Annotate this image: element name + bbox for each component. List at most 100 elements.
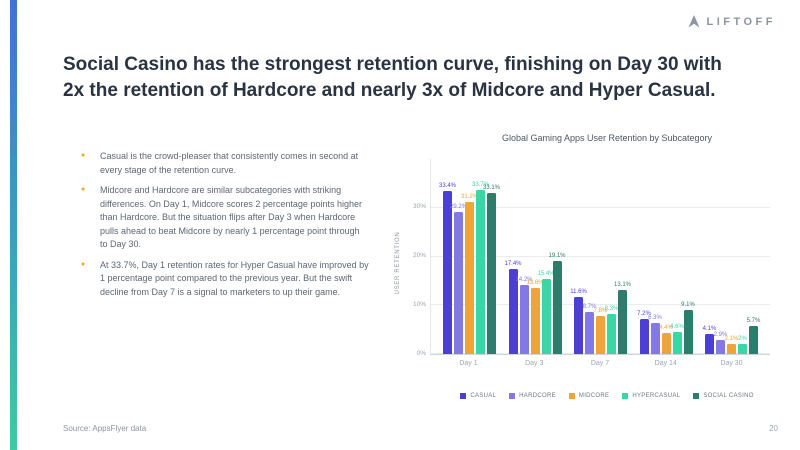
bar-social-casino	[618, 290, 627, 354]
plot-area: 33.4% 29.2% 31.2% 33.7% 33.1% 17.4% 14.2% 13.6%…	[413, 159, 770, 356]
bar-social-casino	[683, 309, 693, 354]
bar-column: 4.6%	[670, 159, 684, 354]
legend-item: HYPERCASUAL	[622, 393, 680, 399]
gridline	[431, 255, 770, 257]
liftoff-logo-icon	[688, 15, 700, 28]
y-tick-label: 20%	[412, 252, 426, 259]
bar-column: 14.2%	[516, 159, 533, 354]
bar-hypercasual	[607, 313, 616, 354]
bar-social-casino	[552, 260, 562, 354]
legend-label: HARDCORE	[519, 393, 556, 399]
bar-column: 29.2%	[450, 159, 467, 354]
bar-value-label: 33.7%	[472, 181, 490, 188]
bar-column: 2.1%	[724, 159, 739, 354]
bar-value-label: 15.4%	[537, 270, 555, 277]
bar-casual	[705, 334, 714, 354]
bar-group: 7.2% 6.3% 4.4% 4.6% 9.1%	[637, 159, 695, 354]
bar-column: 4.4%	[659, 159, 673, 354]
bar-value-label: 4.1%	[702, 326, 717, 333]
bar-hardcore	[650, 323, 660, 354]
bullet-item: At 33.7%, Day 1 retention rates for Hype…	[63, 259, 369, 300]
bar-casual	[639, 318, 649, 354]
legend-label: HYPERCASUAL	[632, 393, 681, 399]
bar-column: 31.2%	[461, 159, 478, 354]
liftoff-logo: LIFTOFF	[688, 15, 776, 28]
chart-title: Global Gaming Apps User Retention by Sub…	[501, 133, 713, 143]
bar-midcore	[465, 201, 474, 354]
bar-value-label: 8.7%	[582, 303, 597, 310]
bar-value-label: 8.3%	[604, 305, 619, 312]
liftoff-logo-text: LIFTOFF	[706, 15, 776, 28]
slide-title: Social Casino has the strongest retentio…	[63, 54, 722, 102]
bar-column: 33.4%	[439, 159, 456, 354]
bar-value-label: 6.3%	[648, 315, 662, 322]
bar-column: 7.2%	[637, 159, 651, 354]
bar-value-label: 33.4%	[439, 183, 457, 190]
bar-hardcore	[519, 284, 529, 354]
bar-value-label: 11.6%	[570, 289, 587, 296]
x-axis-label: Day 7	[590, 360, 610, 367]
gridline	[431, 206, 770, 208]
bar-midcore	[530, 287, 540, 354]
bar-value-label: 33.1%	[483, 184, 501, 191]
bar-midcore	[596, 315, 605, 354]
legend-swatch	[460, 393, 467, 399]
bar-value-label: 13.1%	[614, 282, 632, 289]
bar-group: 33.4% 29.2% 31.2% 33.7% 33.1%	[439, 159, 500, 354]
x-axis-labels: Day 1 Day 3 Day 7 Day 14 Day 30	[430, 360, 770, 367]
gridline	[431, 304, 770, 306]
legend-swatch	[693, 393, 700, 399]
bar-value-label: 9.1%	[681, 301, 695, 308]
bar-casual	[443, 191, 452, 354]
bar-column: 13.1%	[614, 159, 631, 354]
chart-legend: CASUAL HARDCORE MIDCORE HYPERCASUAL SOCIAL C…	[430, 393, 784, 399]
bar-column: 8.7%	[582, 159, 597, 354]
bar-value-label: 14.2%	[515, 276, 533, 283]
bar-value-label: 4.6%	[670, 323, 684, 330]
bar-social-casino	[487, 192, 496, 354]
bar-column: 11.6%	[570, 159, 587, 354]
bar-column: 8.3%	[604, 159, 619, 354]
bar-hypercasual	[476, 189, 485, 354]
bar-groups: 33.4% 29.2% 31.2% 33.7% 33.1% 17.4% 14.2% 13.6%…	[431, 159, 770, 354]
bar-value-label: 2%	[738, 336, 747, 343]
bar-social-casino	[749, 326, 758, 354]
legend-item: SOCIAL CASINO	[693, 393, 753, 399]
page-number: 20	[769, 424, 778, 433]
y-axis-title: USER RETENTION	[395, 231, 401, 295]
x-axis-label: Day 14	[654, 360, 677, 367]
legend-swatch	[622, 393, 629, 399]
bar-column: 19.1%	[549, 159, 566, 354]
bar-group: 4.1% 2.9% 2.1% 2% 5.7%	[702, 159, 760, 354]
legend-swatch	[509, 393, 516, 399]
bar-value-label: 31.2%	[461, 193, 479, 200]
bar-casual	[508, 269, 518, 354]
bar-midcore	[661, 332, 671, 354]
bar-value-label: 2.1%	[724, 335, 739, 342]
bar-hardcore	[454, 211, 463, 354]
legend-label: MIDCORE	[578, 393, 610, 399]
bar-value-label: 29.2%	[450, 203, 468, 210]
x-axis-label: Day 30	[720, 360, 743, 367]
chart-panel: Global Gaming Apps User Retention by Sub…	[392, 133, 784, 399]
legend-swatch	[568, 393, 575, 399]
bar-column: 5.7%	[747, 159, 760, 354]
x-axis-label: Day 1	[459, 360, 478, 367]
bar-hardcore	[585, 311, 594, 354]
bar-midcore	[727, 343, 736, 354]
legend-item: MIDCORE	[568, 393, 610, 399]
y-tick-label: 30%	[412, 203, 426, 211]
bar-column: 9.1%	[681, 159, 695, 354]
bar-casual	[574, 297, 583, 354]
bar-column: 17.4%	[505, 159, 522, 354]
bar-hypercasual	[672, 331, 682, 354]
bar-group: 17.4% 14.2% 13.6% 15.4% 19.1%	[505, 159, 566, 354]
bar-column: 33.1%	[483, 159, 500, 354]
bar-column: 15.4%	[538, 159, 555, 354]
bar-column: 13.6%	[527, 159, 544, 354]
y-tick-label: 0%	[416, 349, 426, 357]
accent-strip	[10, 0, 17, 450]
y-tick-label: 10%	[412, 300, 426, 308]
bar-value-label: 7.2%	[637, 310, 651, 317]
